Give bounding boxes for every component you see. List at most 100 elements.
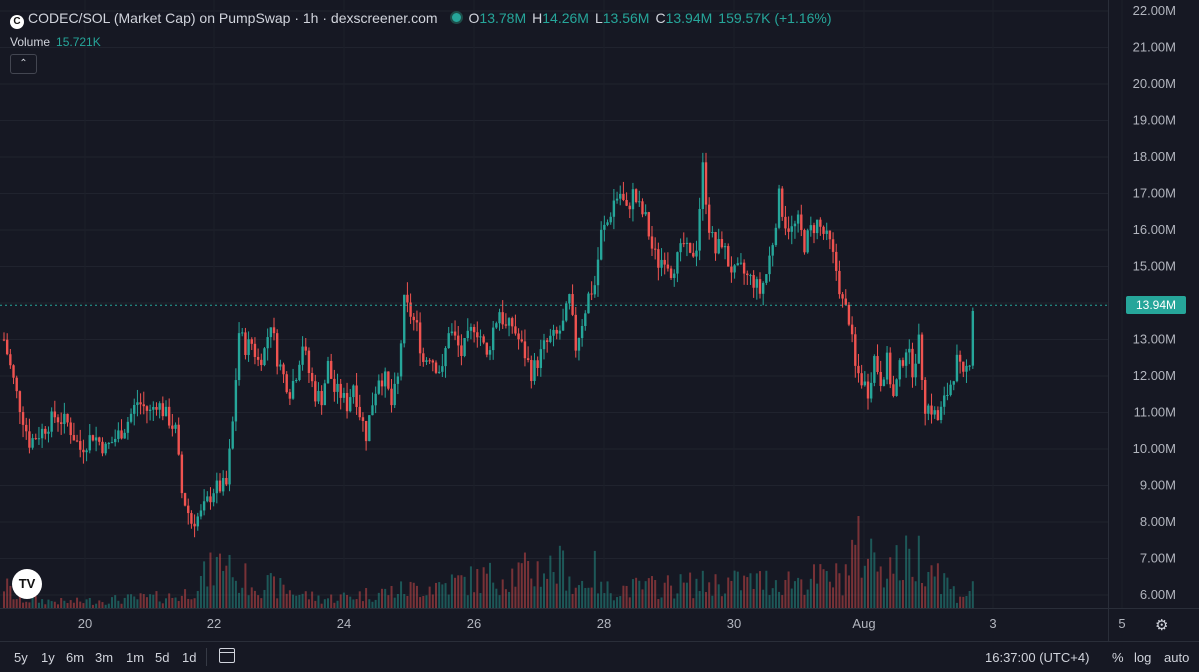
percent-toggle[interactable]: % [1112,650,1124,665]
volume-bar [260,598,263,608]
volume-bar [12,599,15,608]
volume-bar [428,586,431,608]
candle-body [142,404,145,407]
volume-bar [844,564,847,608]
volume-bar [266,575,269,608]
volume-bar [901,580,904,608]
candle-body [187,505,190,514]
volume-bar [222,570,225,608]
candle-body [266,337,269,349]
candle-body [221,477,225,492]
volume-bar [701,570,704,608]
volume-bar [800,579,803,608]
change-value: 159.57K (+1.16%) [718,10,832,26]
volume-bar [441,584,444,608]
volume-bar [584,587,587,608]
candle-body [923,379,927,414]
volume-bar [206,586,209,608]
close-label: C [655,10,666,26]
volume-bar [123,597,126,608]
chevron-up-icon: ⌃ [19,58,28,69]
timeframe-3m[interactable]: 3m [95,650,114,665]
log-toggle[interactable]: log [1134,650,1152,665]
candle-body [758,279,762,294]
candle-body [21,412,25,425]
volume-bar [759,571,761,608]
volume-bar [98,600,101,608]
volume-bar [914,581,917,608]
candle-body [638,201,641,203]
volume-bar [606,581,609,608]
clock-readout[interactable]: 16:37:00 (UTC+4) [985,650,1090,665]
volume-bar [257,595,260,608]
timeframe-1y[interactable]: 1y [41,650,55,665]
candle-body [812,225,816,234]
volume-bar [228,554,231,608]
volume-bar [762,589,765,608]
volume-bar [447,594,450,608]
candle-body [256,356,260,360]
volume-bar [590,587,593,608]
candle-body [755,279,759,288]
volume-bar [832,587,835,608]
candle-body [800,214,803,231]
volume-bar [879,566,882,608]
volume-bar [190,599,193,608]
volume-bar [657,599,660,608]
volume-legend: Volume 15.721K [10,35,101,49]
collapse-legend-button[interactable]: ⌃ [10,54,37,74]
candle-body [552,329,555,336]
candle-body [69,422,72,436]
volume-bar [793,581,796,608]
volume-bar [587,587,590,608]
candle-body [660,259,663,268]
volume-bar [317,595,320,608]
auto-toggle[interactable]: auto [1164,650,1190,665]
volume-bar [209,552,212,608]
candle-body [380,380,384,387]
volume-bar [676,593,679,608]
candle-body [568,294,571,304]
high-label: H [532,10,543,26]
volume-bar [654,580,657,608]
candle-body [784,216,787,229]
volume-bar [28,602,31,608]
x-tick-label: Aug [852,616,875,631]
volume-label: Volume [10,35,51,49]
timeframe-1d[interactable]: 1d [182,650,197,665]
volume-bar [158,601,161,608]
volume-bar [253,590,256,608]
volume-bar [307,599,310,608]
volume-bar [155,591,158,608]
volume-bar [628,597,631,608]
volume-bar [857,516,860,608]
volume-bar [145,597,148,608]
volume-bar [276,598,279,608]
calendar-icon[interactable] [219,648,235,663]
y-tick-label: 15.00M [1133,259,1176,274]
volume-bar [298,594,301,608]
candle-body [498,312,501,324]
candle-body [31,438,34,448]
candle-body [739,262,743,264]
timeframe-5d[interactable]: 5d [155,650,170,665]
candle-body [854,334,857,366]
volume-bar [9,585,12,608]
gear-icon[interactable]: ⚙ [1155,617,1169,634]
timeframe-5y[interactable]: 5y [14,650,28,665]
volume-bar [736,571,739,608]
volume-bar [933,576,936,608]
candle-body [329,360,333,379]
candle-body [295,379,298,381]
tradingview-logo-icon[interactable]: TV [12,569,42,599]
candle-body [619,193,622,199]
candle-body [806,230,809,253]
candle-body [565,303,568,321]
timeframe-1m[interactable]: 1m [126,650,145,665]
volume-bar [171,597,174,608]
volume-bar [600,581,603,608]
timeframe-6m[interactable]: 6m [66,650,85,665]
volume-bar [457,575,460,608]
volume-bar [330,594,333,608]
